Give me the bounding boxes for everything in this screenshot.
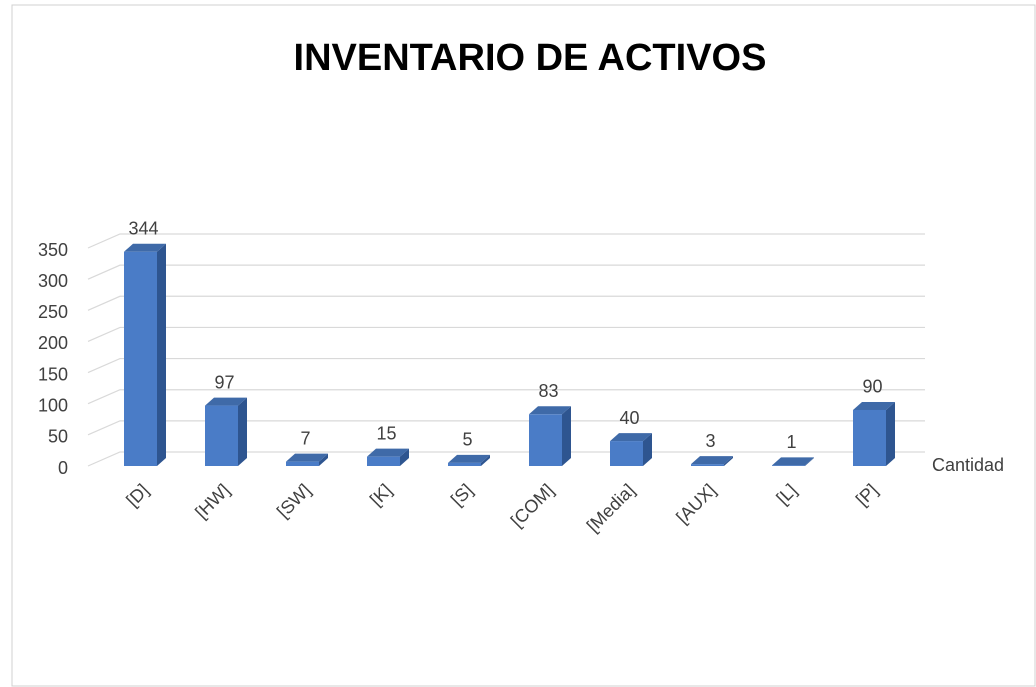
bar [691,464,724,466]
bar [853,409,886,466]
chart-title: INVENTARIO DE ACTIVOS [294,37,767,79]
y-tick-label: 50 [48,427,68,447]
bar [610,441,643,466]
data-label: 83 [538,381,558,401]
data-label: 5 [462,430,472,450]
bar-side [805,457,814,466]
y-tick-label: 200 [38,333,68,353]
grid-line [87,451,925,467]
bar [367,456,400,466]
data-label: 90 [862,377,882,397]
bar-side [157,243,166,466]
bar-side [886,401,895,466]
bar-top [610,433,652,442]
data-label: 7 [300,428,310,448]
bar-top [286,453,328,462]
bar-top [691,456,733,465]
y-tick-label: 150 [38,364,68,384]
bar-side [724,456,733,466]
bar [529,414,562,466]
grid-line [87,357,925,374]
bar-top [205,397,247,406]
y-tick-label: 0 [58,458,68,478]
grid-line [87,326,925,342]
bar-top [124,243,166,252]
bar-side [319,453,328,466]
legend-label: Cantidad [932,455,1004,475]
data-label: 15 [376,423,396,443]
bar-top [367,448,409,457]
bar [448,462,481,466]
y-tick-label: 250 [38,302,68,322]
y-tick-label: 350 [38,240,68,260]
bar-top [772,457,814,466]
bar [205,405,238,466]
bar [286,461,319,466]
bar-side [562,406,571,466]
y-tick-label: 300 [38,271,68,291]
grid-line [87,389,925,405]
grid-line [87,295,925,311]
bar-top [853,401,895,410]
chart-frame [11,4,1036,687]
bar-side [400,448,409,466]
bar-side [238,397,247,466]
bar-side [643,433,652,466]
data-label: 344 [128,218,158,238]
bar [772,465,805,466]
data-label: 97 [214,372,234,392]
data-label: 40 [619,408,639,428]
bar-top [529,406,571,415]
grid-line [87,264,925,280]
data-label: 3 [705,431,715,451]
bar-top [448,454,490,463]
y-tick-label: 100 [38,395,68,415]
bar [124,251,157,466]
grid-line [87,420,925,436]
data-label: 1 [786,432,796,452]
grid-line [87,233,925,249]
bar-side [481,454,490,466]
